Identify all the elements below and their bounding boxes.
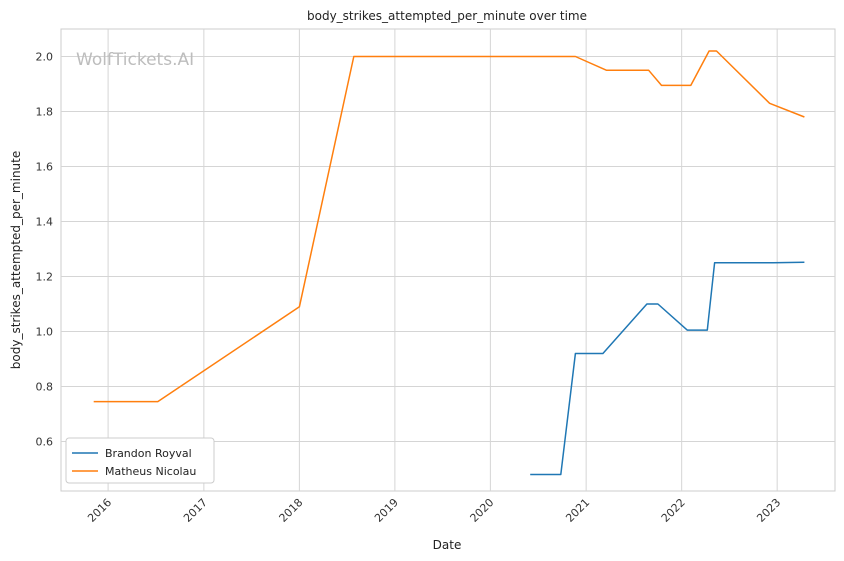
legend-box: [65, 437, 215, 484]
y-tick-label: 0.6: [36, 436, 54, 449]
y-axis-ticks: 0.6 0.8 1.0 1.2 1.4 1.6 1.8 2.0: [36, 51, 54, 449]
y-axis-label: body_strikes_attempted_per_minute: [9, 151, 23, 369]
y-tick-label: 0.8: [36, 381, 54, 394]
y-tick-label: 1.0: [36, 326, 54, 339]
legend-label-1: Brandon Royval: [105, 447, 192, 460]
chart-title: body_strikes_attempted_per_minute over t…: [307, 9, 587, 23]
y-tick-label: 1.2: [36, 271, 54, 284]
plot-area-frame: [60, 28, 836, 492]
series-layer: [93, 50, 805, 476]
series-line-2: [93, 50, 805, 403]
y-tick-label: 1.8: [36, 106, 54, 119]
y-tick-label: 1.4: [36, 216, 54, 229]
legend: Brandon Royval Matheus Nicolau: [65, 437, 215, 484]
y-tick-label: 1.6: [36, 161, 54, 174]
x-axis-label: Date: [433, 538, 462, 552]
series-line-1: [530, 261, 805, 476]
y-tick-label: 2.0: [36, 51, 54, 64]
watermark: WolfTickets.AI: [76, 50, 194, 70]
legend-label-2: Matheus Nicolau: [105, 465, 196, 478]
